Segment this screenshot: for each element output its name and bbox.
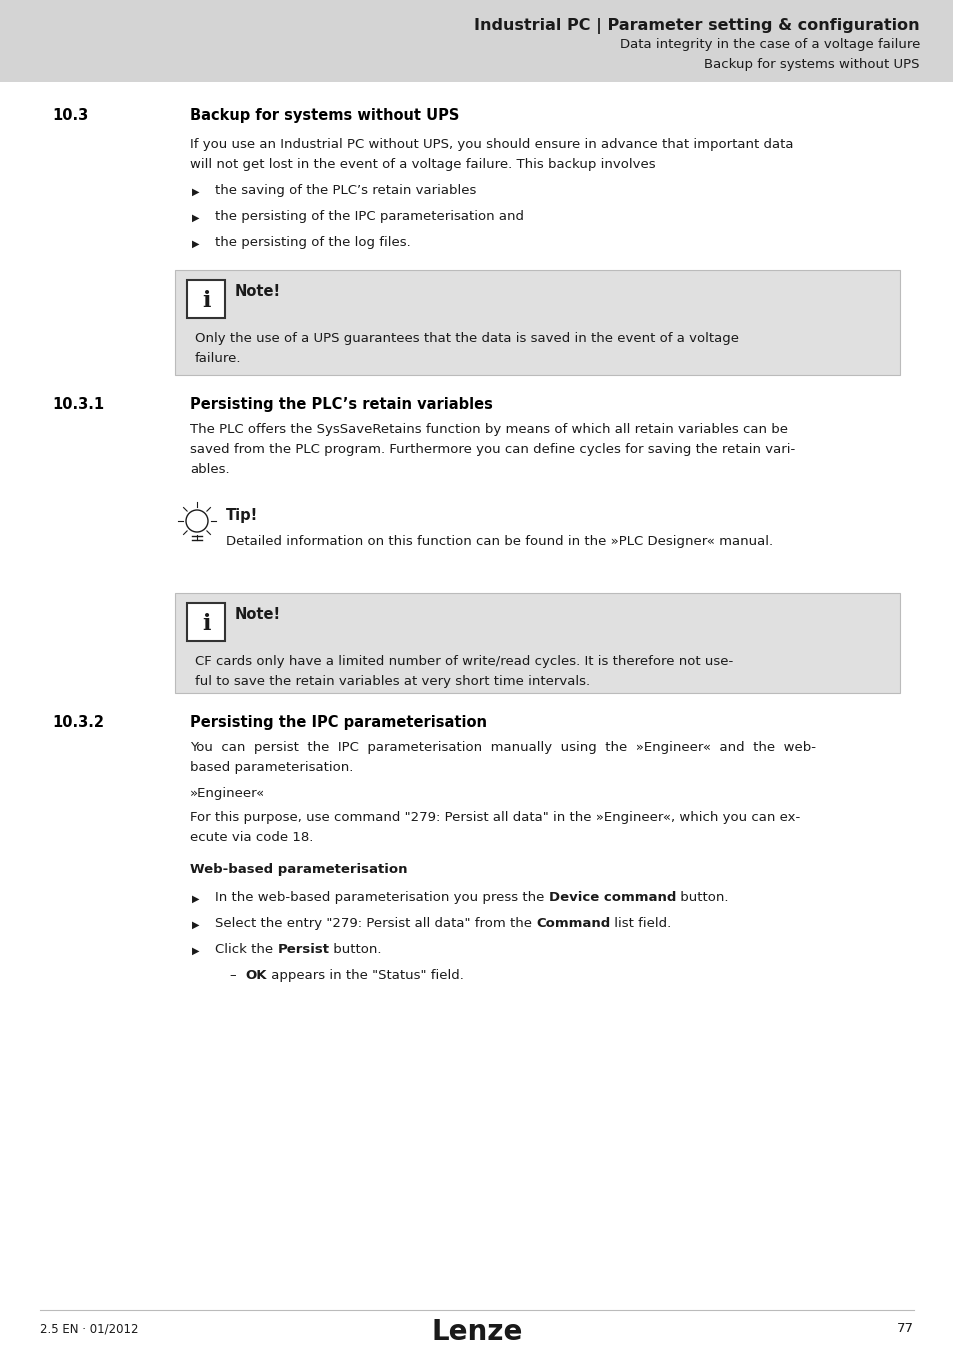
Text: appears in the "Status" field.: appears in the "Status" field. bbox=[266, 969, 463, 981]
Text: 10.3: 10.3 bbox=[52, 108, 89, 123]
Text: Lenze: Lenze bbox=[431, 1318, 522, 1346]
Text: saved from the PLC program. Furthermore you can define cycles for saving the ret: saved from the PLC program. Furthermore … bbox=[190, 443, 795, 456]
Text: In the web-based parameterisation you press the: In the web-based parameterisation you pr… bbox=[214, 891, 548, 904]
Text: ecute via code 18.: ecute via code 18. bbox=[190, 832, 313, 844]
Text: –: – bbox=[230, 969, 245, 981]
Text: ables.: ables. bbox=[190, 463, 230, 477]
Text: Device command: Device command bbox=[548, 891, 676, 904]
Text: Web-based parameterisation: Web-based parameterisation bbox=[190, 863, 407, 876]
Text: will not get lost in the event of a voltage failure. This backup involves: will not get lost in the event of a volt… bbox=[190, 158, 655, 171]
Text: Note!: Note! bbox=[234, 284, 281, 298]
Text: 2.5 EN · 01/2012: 2.5 EN · 01/2012 bbox=[40, 1322, 138, 1335]
Text: Only the use of a UPS guarantees that the data is saved in the event of a voltag: Only the use of a UPS guarantees that th… bbox=[194, 332, 739, 346]
FancyBboxPatch shape bbox=[187, 279, 225, 319]
Text: ▶: ▶ bbox=[192, 188, 199, 197]
Text: Select the entry "279: Persist all data" from the: Select the entry "279: Persist all data"… bbox=[214, 917, 536, 930]
Text: the saving of the PLC’s retain variables: the saving of the PLC’s retain variables bbox=[214, 184, 476, 197]
Text: ▶: ▶ bbox=[192, 946, 199, 956]
FancyBboxPatch shape bbox=[0, 0, 953, 82]
Text: You  can  persist  the  IPC  parameterisation  manually  using  the  »Engineer« : You can persist the IPC parameterisation… bbox=[190, 741, 815, 755]
Text: 10.3.1: 10.3.1 bbox=[52, 397, 104, 412]
Text: CF cards only have a limited number of write/read cycles. It is therefore not us: CF cards only have a limited number of w… bbox=[194, 655, 733, 668]
Text: The PLC offers the SysSaveRetains function by means of which all retain variable: The PLC offers the SysSaveRetains functi… bbox=[190, 423, 787, 436]
Text: ▶: ▶ bbox=[192, 919, 199, 930]
Text: ful to save the retain variables at very short time intervals.: ful to save the retain variables at very… bbox=[194, 675, 590, 688]
Text: 10.3.2: 10.3.2 bbox=[52, 716, 104, 730]
Text: If you use an Industrial PC without UPS, you should ensure in advance that impor: If you use an Industrial PC without UPS,… bbox=[190, 138, 793, 151]
Text: ▶: ▶ bbox=[192, 894, 199, 904]
Text: failure.: failure. bbox=[194, 352, 241, 365]
Text: Backup for systems without UPS: Backup for systems without UPS bbox=[190, 108, 459, 123]
FancyBboxPatch shape bbox=[174, 270, 899, 375]
Text: Industrial PC | Parameter setting & configuration: Industrial PC | Parameter setting & conf… bbox=[474, 18, 919, 34]
Text: ▶: ▶ bbox=[192, 239, 199, 248]
Text: i: i bbox=[202, 613, 210, 634]
Text: »Engineer«: »Engineer« bbox=[190, 787, 265, 801]
Text: Persist: Persist bbox=[277, 944, 329, 956]
Text: Detailed information on this function can be found in the »PLC Designer« manual.: Detailed information on this function ca… bbox=[226, 535, 772, 548]
Text: OK: OK bbox=[245, 969, 266, 981]
Text: the persisting of the log files.: the persisting of the log files. bbox=[214, 236, 411, 248]
Text: Note!: Note! bbox=[234, 608, 281, 622]
Circle shape bbox=[186, 510, 208, 532]
FancyBboxPatch shape bbox=[174, 593, 899, 693]
Text: Backup for systems without UPS: Backup for systems without UPS bbox=[703, 58, 919, 72]
Text: button.: button. bbox=[676, 891, 728, 904]
Text: button.: button. bbox=[329, 944, 381, 956]
FancyBboxPatch shape bbox=[187, 603, 225, 641]
Text: 77: 77 bbox=[896, 1322, 913, 1335]
Text: Persisting the PLC’s retain variables: Persisting the PLC’s retain variables bbox=[190, 397, 493, 412]
Text: based parameterisation.: based parameterisation. bbox=[190, 761, 353, 774]
Text: the persisting of the IPC parameterisation and: the persisting of the IPC parameterisati… bbox=[214, 211, 523, 223]
Text: Persisting the IPC parameterisation: Persisting the IPC parameterisation bbox=[190, 716, 486, 730]
Text: Tip!: Tip! bbox=[226, 508, 258, 522]
Text: Data integrity in the case of a voltage failure: Data integrity in the case of a voltage … bbox=[619, 38, 919, 51]
Text: For this purpose, use command "279: Persist all data" in the »Engineer«, which y: For this purpose, use command "279: Pers… bbox=[190, 811, 800, 824]
Text: i: i bbox=[202, 290, 210, 312]
Text: list field.: list field. bbox=[610, 917, 671, 930]
Text: Click the: Click the bbox=[214, 944, 277, 956]
Text: ▶: ▶ bbox=[192, 213, 199, 223]
Text: Command: Command bbox=[536, 917, 610, 930]
